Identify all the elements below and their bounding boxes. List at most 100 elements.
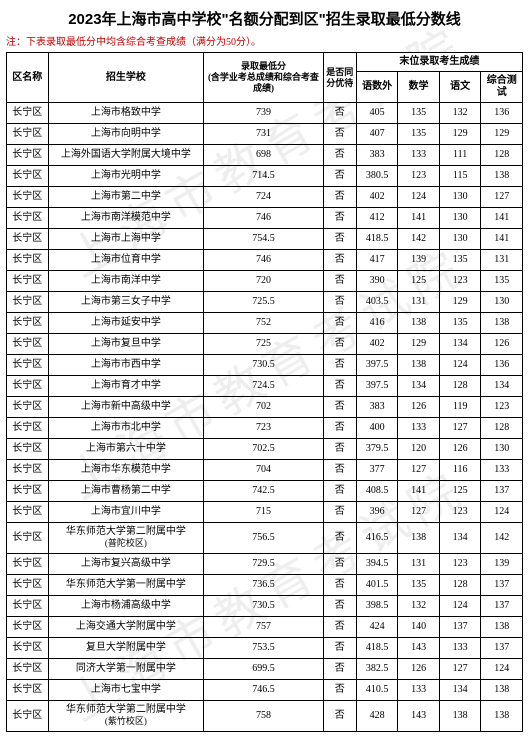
cell-same: 否 [323, 439, 356, 460]
cell-school: 上海市第六十中学 [48, 439, 204, 460]
table-row: 长宁区上海市七宝中学746.5否410.5133134138 [7, 680, 523, 701]
header-sub4: 综合测试 [481, 72, 523, 103]
cell-score: 746.5 [204, 680, 323, 701]
cell-district: 长宁区 [7, 596, 49, 617]
cell-school: 上海市育才中学 [48, 376, 204, 397]
cell-same: 否 [323, 271, 356, 292]
cell-district: 长宁区 [7, 355, 49, 376]
cell-same: 否 [323, 680, 356, 701]
cell-school: 上海市新中高级中学 [48, 397, 204, 418]
cell-same: 否 [323, 124, 356, 145]
cell-score: 739 [204, 103, 323, 124]
cell-s2: 140 [398, 617, 440, 638]
cell-s1: 410.5 [356, 680, 398, 701]
cell-s2: 131 [398, 554, 440, 575]
cell-score: 723 [204, 418, 323, 439]
table-row: 长宁区上海交通大学附属中学757否424140137138 [7, 617, 523, 638]
cell-s1: 402 [356, 334, 398, 355]
cell-district: 长宁区 [7, 250, 49, 271]
cell-district: 长宁区 [7, 397, 49, 418]
table-row: 长宁区上海市市西中学730.5否397.5138124136 [7, 355, 523, 376]
cell-s4: 138 [481, 680, 523, 701]
cell-score: 725 [204, 334, 323, 355]
cell-s4: 137 [481, 638, 523, 659]
cell-school: 上海市曹杨第二中学 [48, 481, 204, 502]
cell-same: 否 [323, 166, 356, 187]
cell-s4: 137 [481, 575, 523, 596]
table-row: 长宁区上海市格致中学739否405135132136 [7, 103, 523, 124]
cell-s2: 141 [398, 208, 440, 229]
cell-s4: 133 [481, 460, 523, 481]
cell-score: 698 [204, 145, 323, 166]
cell-s1: 418.5 [356, 638, 398, 659]
cell-s4: 136 [481, 103, 523, 124]
cell-school: 华东师范大学第一附属中学 [48, 575, 204, 596]
cell-score: 754.5 [204, 229, 323, 250]
cell-same: 否 [323, 418, 356, 439]
cell-school: 上海市南洋模范中学 [48, 208, 204, 229]
cell-district: 长宁区 [7, 187, 49, 208]
cell-s2: 138 [398, 523, 440, 554]
cell-same: 否 [323, 229, 356, 250]
cell-s3: 126 [439, 439, 481, 460]
cell-s3: 124 [439, 355, 481, 376]
cell-school: 上海市延安中学 [48, 313, 204, 334]
cell-s4: 135 [481, 271, 523, 292]
header-district: 区名称 [7, 53, 49, 103]
page-container: 2023年上海市高中学校"名额分配到区"招生录取最低分数线 注：下表录取最低分中… [0, 0, 529, 740]
table-row: 长宁区华东师范大学第一附属中学736.5否401.5135128137 [7, 575, 523, 596]
cell-same: 否 [323, 523, 356, 554]
cell-s2: 125 [398, 271, 440, 292]
cell-s2: 133 [398, 680, 440, 701]
cell-s1: 418.5 [356, 229, 398, 250]
cell-s4: 141 [481, 208, 523, 229]
cell-s2: 123 [398, 166, 440, 187]
cell-s2: 126 [398, 397, 440, 418]
cell-district: 长宁区 [7, 554, 49, 575]
cell-s3: 125 [439, 481, 481, 502]
cell-s2: 135 [398, 575, 440, 596]
cell-district: 长宁区 [7, 575, 49, 596]
cell-s1: 407 [356, 124, 398, 145]
table-row: 长宁区上海市向明中学731否407135129129 [7, 124, 523, 145]
cell-s2: 135 [398, 103, 440, 124]
cell-s3: 116 [439, 460, 481, 481]
cell-district: 长宁区 [7, 103, 49, 124]
header-sub3: 语文 [439, 72, 481, 103]
cell-s2: 143 [398, 701, 440, 732]
cell-s3: 133 [439, 638, 481, 659]
cell-s4: 130 [481, 292, 523, 313]
cell-s1: 408.5 [356, 481, 398, 502]
cell-score: 746 [204, 250, 323, 271]
cell-same: 否 [323, 397, 356, 418]
table-row: 长宁区上海市光明中学714.5否380.5123115138 [7, 166, 523, 187]
cell-s1: 383 [356, 145, 398, 166]
cell-s4: 134 [481, 376, 523, 397]
header-sub1: 语数外 [356, 72, 398, 103]
table-row: 长宁区复旦大学附属中学753.5否418.5143133137 [7, 638, 523, 659]
cell-s2: 132 [398, 596, 440, 617]
table-row: 长宁区上海市南洋中学720否390125123135 [7, 271, 523, 292]
cell-school: 复旦大学附属中学 [48, 638, 204, 659]
cell-score: 736.5 [204, 575, 323, 596]
cell-s1: 396 [356, 502, 398, 523]
cell-district: 长宁区 [7, 523, 49, 554]
table-row: 长宁区上海市育才中学724.5否397.5134128134 [7, 376, 523, 397]
cell-same: 否 [323, 575, 356, 596]
cell-score: 714.5 [204, 166, 323, 187]
cell-district: 长宁区 [7, 271, 49, 292]
cell-district: 长宁区 [7, 617, 49, 638]
cell-score: 753.5 [204, 638, 323, 659]
cell-s1: 401.5 [356, 575, 398, 596]
cell-s1: 397.5 [356, 376, 398, 397]
note-text: 注：下表录取最低分中均含综合考查成绩（满分为50分）。 [6, 33, 523, 48]
cell-same: 否 [323, 313, 356, 334]
cell-score: 702 [204, 397, 323, 418]
cell-score: 756.5 [204, 523, 323, 554]
cell-s3: 123 [439, 271, 481, 292]
cell-s2: 134 [398, 376, 440, 397]
cell-s3: 135 [439, 313, 481, 334]
table-row: 长宁区上海市杨浦高级中学730.5否398.5132124137 [7, 596, 523, 617]
cell-s4: 124 [481, 502, 523, 523]
cell-s4: 136 [481, 355, 523, 376]
